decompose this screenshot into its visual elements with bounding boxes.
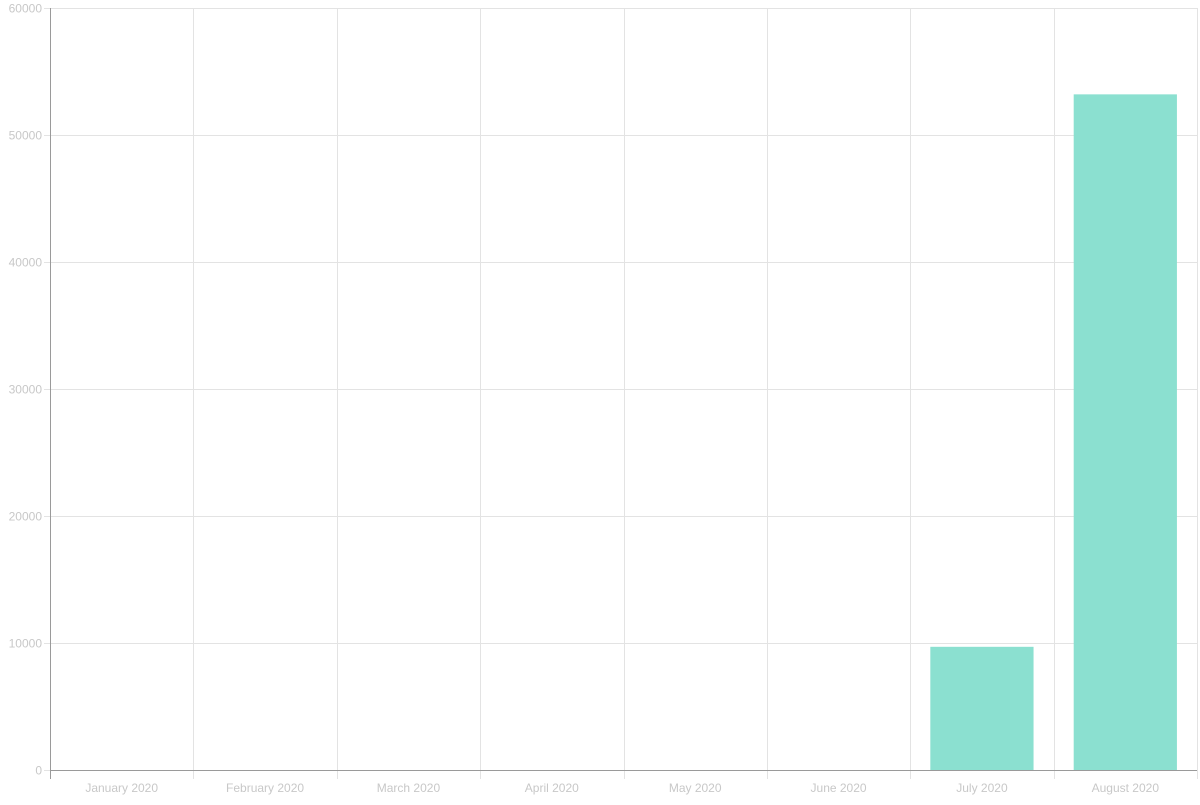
x-tick-label: January 2020 (85, 781, 158, 795)
y-tick-label: 40000 (9, 256, 43, 270)
y-tick-label: 10000 (9, 637, 43, 651)
x-tick-label: February 2020 (226, 781, 304, 795)
bar-layer (930, 94, 1177, 771)
x-tick-label: June 2020 (811, 781, 867, 795)
bar-august-2020[interactable] (1073, 94, 1177, 771)
x-tick-label: April 2020 (525, 781, 579, 795)
axis-layer (44, 8, 1198, 779)
y-tick-label: 0 (35, 764, 42, 778)
y-tick-label: 30000 (9, 383, 43, 397)
x-tick-label: July 2020 (956, 781, 1008, 795)
label-layer: 0 10000 20000 30000 40000 50000 60000 January 2… (9, 2, 1160, 796)
grid-layer (50, 8, 1198, 770)
x-tick-label: August 2020 (1092, 781, 1160, 795)
y-tick-label: 50000 (9, 129, 43, 143)
x-tick-label: March 2020 (377, 781, 441, 795)
y-tick-label: 20000 (9, 510, 43, 524)
x-tick-label: May 2020 (669, 781, 722, 795)
y-tick-label: 60000 (9, 2, 43, 16)
bar-july-2020[interactable] (930, 646, 1034, 770)
